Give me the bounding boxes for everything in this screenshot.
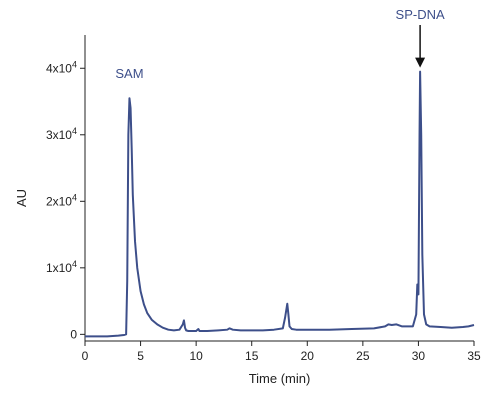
- arrow-head-icon: [415, 57, 426, 68]
- peak-label: SP-DNA: [396, 7, 445, 22]
- x-tick-label: 30: [412, 349, 426, 363]
- peak-label: SAM: [115, 66, 143, 81]
- x-axis-ticks: 0 5 10 15 20 25 30 35: [82, 341, 481, 363]
- y-axis-ticks: 0 1x104 2x104 3x104 4x104: [46, 59, 85, 341]
- x-tick-label: 20: [301, 349, 315, 363]
- x-tick-label: 35: [467, 349, 481, 363]
- x-tick-label: 0: [82, 349, 89, 363]
- plot-frame: [84, 35, 474, 342]
- x-axis-title: Time (min): [249, 371, 311, 386]
- y-tick-label: 3x104: [46, 126, 77, 142]
- y-tick-label: 4x104: [46, 59, 77, 75]
- x-tick-label: 25: [356, 349, 370, 363]
- peak-annotations: SAM SP-DNA: [115, 7, 445, 81]
- y-axis-title: AU: [14, 189, 29, 207]
- x-tick-label: 15: [245, 349, 259, 363]
- y-tick-label: 2x104: [46, 192, 77, 208]
- y-tick-label: 0: [70, 327, 77, 341]
- series-line: [85, 70, 475, 338]
- x-tick-label: 10: [189, 349, 203, 363]
- x-tick-label: 5: [137, 349, 144, 363]
- y-tick-label: 1x104: [46, 259, 77, 275]
